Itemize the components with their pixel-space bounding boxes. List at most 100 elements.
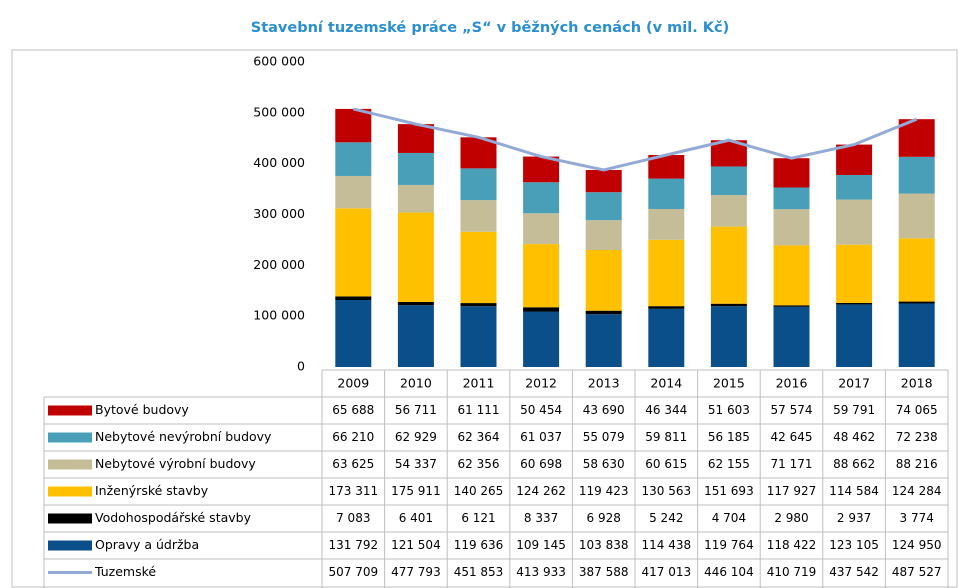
table-value: 446 104 xyxy=(704,565,754,579)
table-value: 131 792 xyxy=(328,538,378,552)
bar xyxy=(460,303,497,307)
legend-swatch xyxy=(48,540,92,551)
table-value: 54 337 xyxy=(395,457,437,471)
table-value: 451 853 xyxy=(454,565,504,579)
bar xyxy=(397,184,434,213)
table-value: 43 690 xyxy=(583,403,625,417)
bar xyxy=(898,301,935,304)
x-tick-label: 2009 xyxy=(337,376,369,391)
table-value: 118 422 xyxy=(767,538,817,552)
bar xyxy=(585,192,622,221)
bar xyxy=(460,168,497,201)
table-value: 63 625 xyxy=(332,457,374,471)
table-value: 2 980 xyxy=(774,511,808,525)
x-tick-label: 2018 xyxy=(901,376,933,391)
bar xyxy=(397,305,434,367)
table-value: 114 438 xyxy=(641,538,691,552)
bar xyxy=(335,108,372,143)
bar xyxy=(397,212,434,302)
x-tick-label: 2017 xyxy=(838,376,870,391)
table-value: 62 929 xyxy=(395,430,437,444)
bar xyxy=(710,166,747,196)
table-value: 71 171 xyxy=(771,457,813,471)
x-tick-label: 2015 xyxy=(713,376,745,391)
table-value: 119 636 xyxy=(454,538,504,552)
bar xyxy=(836,144,873,175)
bar xyxy=(710,306,747,367)
table-value: 119 423 xyxy=(579,484,629,498)
bar xyxy=(585,220,622,250)
bar xyxy=(523,182,560,214)
table-value: 173 311 xyxy=(328,484,378,498)
table-value: 61 037 xyxy=(520,430,562,444)
table-value: 59 811 xyxy=(645,430,687,444)
legend-label: Vodohospodářské stavby xyxy=(95,510,252,525)
table-value: 74 065 xyxy=(896,403,938,417)
y-tick-label: 300 000 xyxy=(253,206,305,221)
x-tick-label: 2016 xyxy=(776,376,808,391)
y-tick-label: 400 000 xyxy=(253,155,305,170)
bar xyxy=(585,314,622,367)
chart-frame xyxy=(11,49,958,588)
table-value: 55 079 xyxy=(583,430,625,444)
table-value: 56 711 xyxy=(395,403,437,417)
x-tick-label: 2012 xyxy=(525,376,557,391)
table-value: 42 645 xyxy=(771,430,813,444)
table-value: 123 105 xyxy=(829,538,879,552)
legend-label: Bytové budovy xyxy=(95,402,189,417)
bar xyxy=(585,310,622,315)
bar xyxy=(523,156,560,183)
bar xyxy=(523,213,560,245)
table-value: 48 462 xyxy=(833,430,875,444)
table-value: 57 574 xyxy=(771,403,813,417)
bar xyxy=(523,244,560,308)
table-value: 413 933 xyxy=(516,565,566,579)
table-value: 7 083 xyxy=(336,511,370,525)
line xyxy=(352,107,918,172)
table-value: 51 603 xyxy=(708,403,750,417)
x-tick-label: 2013 xyxy=(588,376,620,391)
table-value: 59 791 xyxy=(833,403,875,417)
table-value: 6 928 xyxy=(587,511,621,525)
legend-swatch xyxy=(48,405,92,416)
table-value: 121 504 xyxy=(391,538,441,552)
bar xyxy=(397,152,434,185)
bar xyxy=(523,311,560,367)
bar xyxy=(648,306,685,309)
table-value: 124 284 xyxy=(892,484,942,498)
bar xyxy=(898,303,935,367)
table-value: 507 709 xyxy=(328,565,378,579)
table-value: 6 401 xyxy=(399,511,433,525)
bar xyxy=(460,306,497,367)
table-value: 4 704 xyxy=(712,511,746,525)
table-value: 140 265 xyxy=(454,484,504,498)
table-value: 410 719 xyxy=(767,565,817,579)
bar xyxy=(397,301,434,306)
bar xyxy=(710,226,747,304)
bar xyxy=(648,239,685,307)
table-value: 130 563 xyxy=(641,484,691,498)
table-value: 60 698 xyxy=(520,457,562,471)
table-value: 124 262 xyxy=(516,484,566,498)
legend-label: Nebytové výrobní budovy xyxy=(95,456,256,471)
legend-label: Nebytové nevýrobní budovy xyxy=(95,429,272,444)
legend-swatch xyxy=(48,459,92,470)
y-tick-label: 200 000 xyxy=(253,257,305,272)
bar xyxy=(335,300,372,367)
y-tick-label: 500 000 xyxy=(253,104,305,119)
bar xyxy=(335,142,372,176)
table-value: 175 911 xyxy=(391,484,441,498)
legend-label: Opravy a údržba xyxy=(95,537,199,552)
table-value: 437 542 xyxy=(829,565,879,579)
bar xyxy=(836,244,873,303)
table-value: 103 838 xyxy=(579,538,629,552)
bar xyxy=(585,249,622,311)
bar xyxy=(648,178,685,209)
table-value: 46 344 xyxy=(645,403,687,417)
table-value: 60 615 xyxy=(645,457,687,471)
table-value: 114 584 xyxy=(829,484,879,498)
x-tick-label: 2010 xyxy=(400,376,432,391)
bar xyxy=(773,187,810,210)
table-value: 56 185 xyxy=(708,430,750,444)
